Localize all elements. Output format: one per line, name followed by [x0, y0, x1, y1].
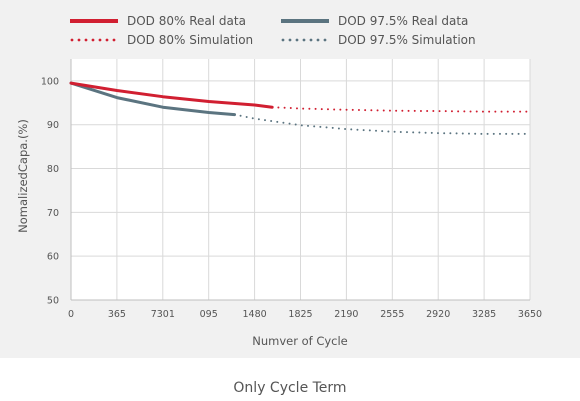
series-line-2 [69, 81, 236, 117]
y-tick-label: 100 [41, 76, 59, 87]
chart-caption: Only Cycle Term [233, 380, 347, 396]
x-tick-label: 2190 [334, 309, 358, 320]
y-tick-label: 50 [47, 296, 59, 307]
y-tick-label: 80 [47, 164, 59, 175]
x-tick-label: 095 [200, 309, 218, 320]
series-line-4 [233, 113, 531, 135]
legend-label: DOD 97.5% Real data [338, 14, 468, 28]
capacity-cycle-chart: DOD 80% Real data DOD 97.5% Real data DOD … [16, 14, 542, 348]
chart-axes: 0 365 7301 095 1480 1825 2190 2555 2920 3285 3650 5… [41, 59, 542, 320]
chart-legend: DOD 80% Real data DOD 97.5% Real data DOD … [70, 14, 476, 47]
chart-panel: DOD 80% Real data DOD 97.5% Real data DOD … [0, 0, 580, 358]
legend-label: DOD 97.5% Simulation [338, 33, 476, 47]
x-axis-title: Numver of Cycle [252, 334, 348, 348]
x-tick-label: 7301 [151, 309, 175, 320]
x-tick-label: 2555 [380, 309, 404, 320]
x-tick-label: 1480 [243, 309, 267, 320]
series-line-1 [69, 81, 274, 109]
legend-label: DOD 80% Real data [127, 14, 246, 28]
x-tick-label: 0 [68, 309, 74, 320]
x-tick-label: 3285 [472, 309, 496, 320]
x-tick-label: 2920 [426, 309, 450, 320]
legend-label: DOD 80% Simulation [127, 33, 253, 47]
x-tick-label: 365 [108, 309, 126, 320]
chart-series [69, 81, 531, 135]
y-tick-label: 60 [47, 252, 59, 263]
chart-grid [70, 59, 531, 301]
x-tick-label: 1825 [288, 309, 312, 320]
y-tick-label: 70 [47, 208, 59, 219]
y-tick-label: 90 [47, 120, 59, 131]
x-tick-label: 3650 [518, 309, 542, 320]
y-axis-title: NomalizedCapa.(%) [16, 119, 30, 233]
